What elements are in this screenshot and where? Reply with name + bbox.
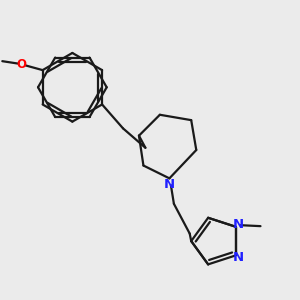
Text: N: N xyxy=(233,218,244,231)
Text: O: O xyxy=(17,58,27,70)
Text: N: N xyxy=(233,251,244,264)
Text: N: N xyxy=(164,178,175,191)
